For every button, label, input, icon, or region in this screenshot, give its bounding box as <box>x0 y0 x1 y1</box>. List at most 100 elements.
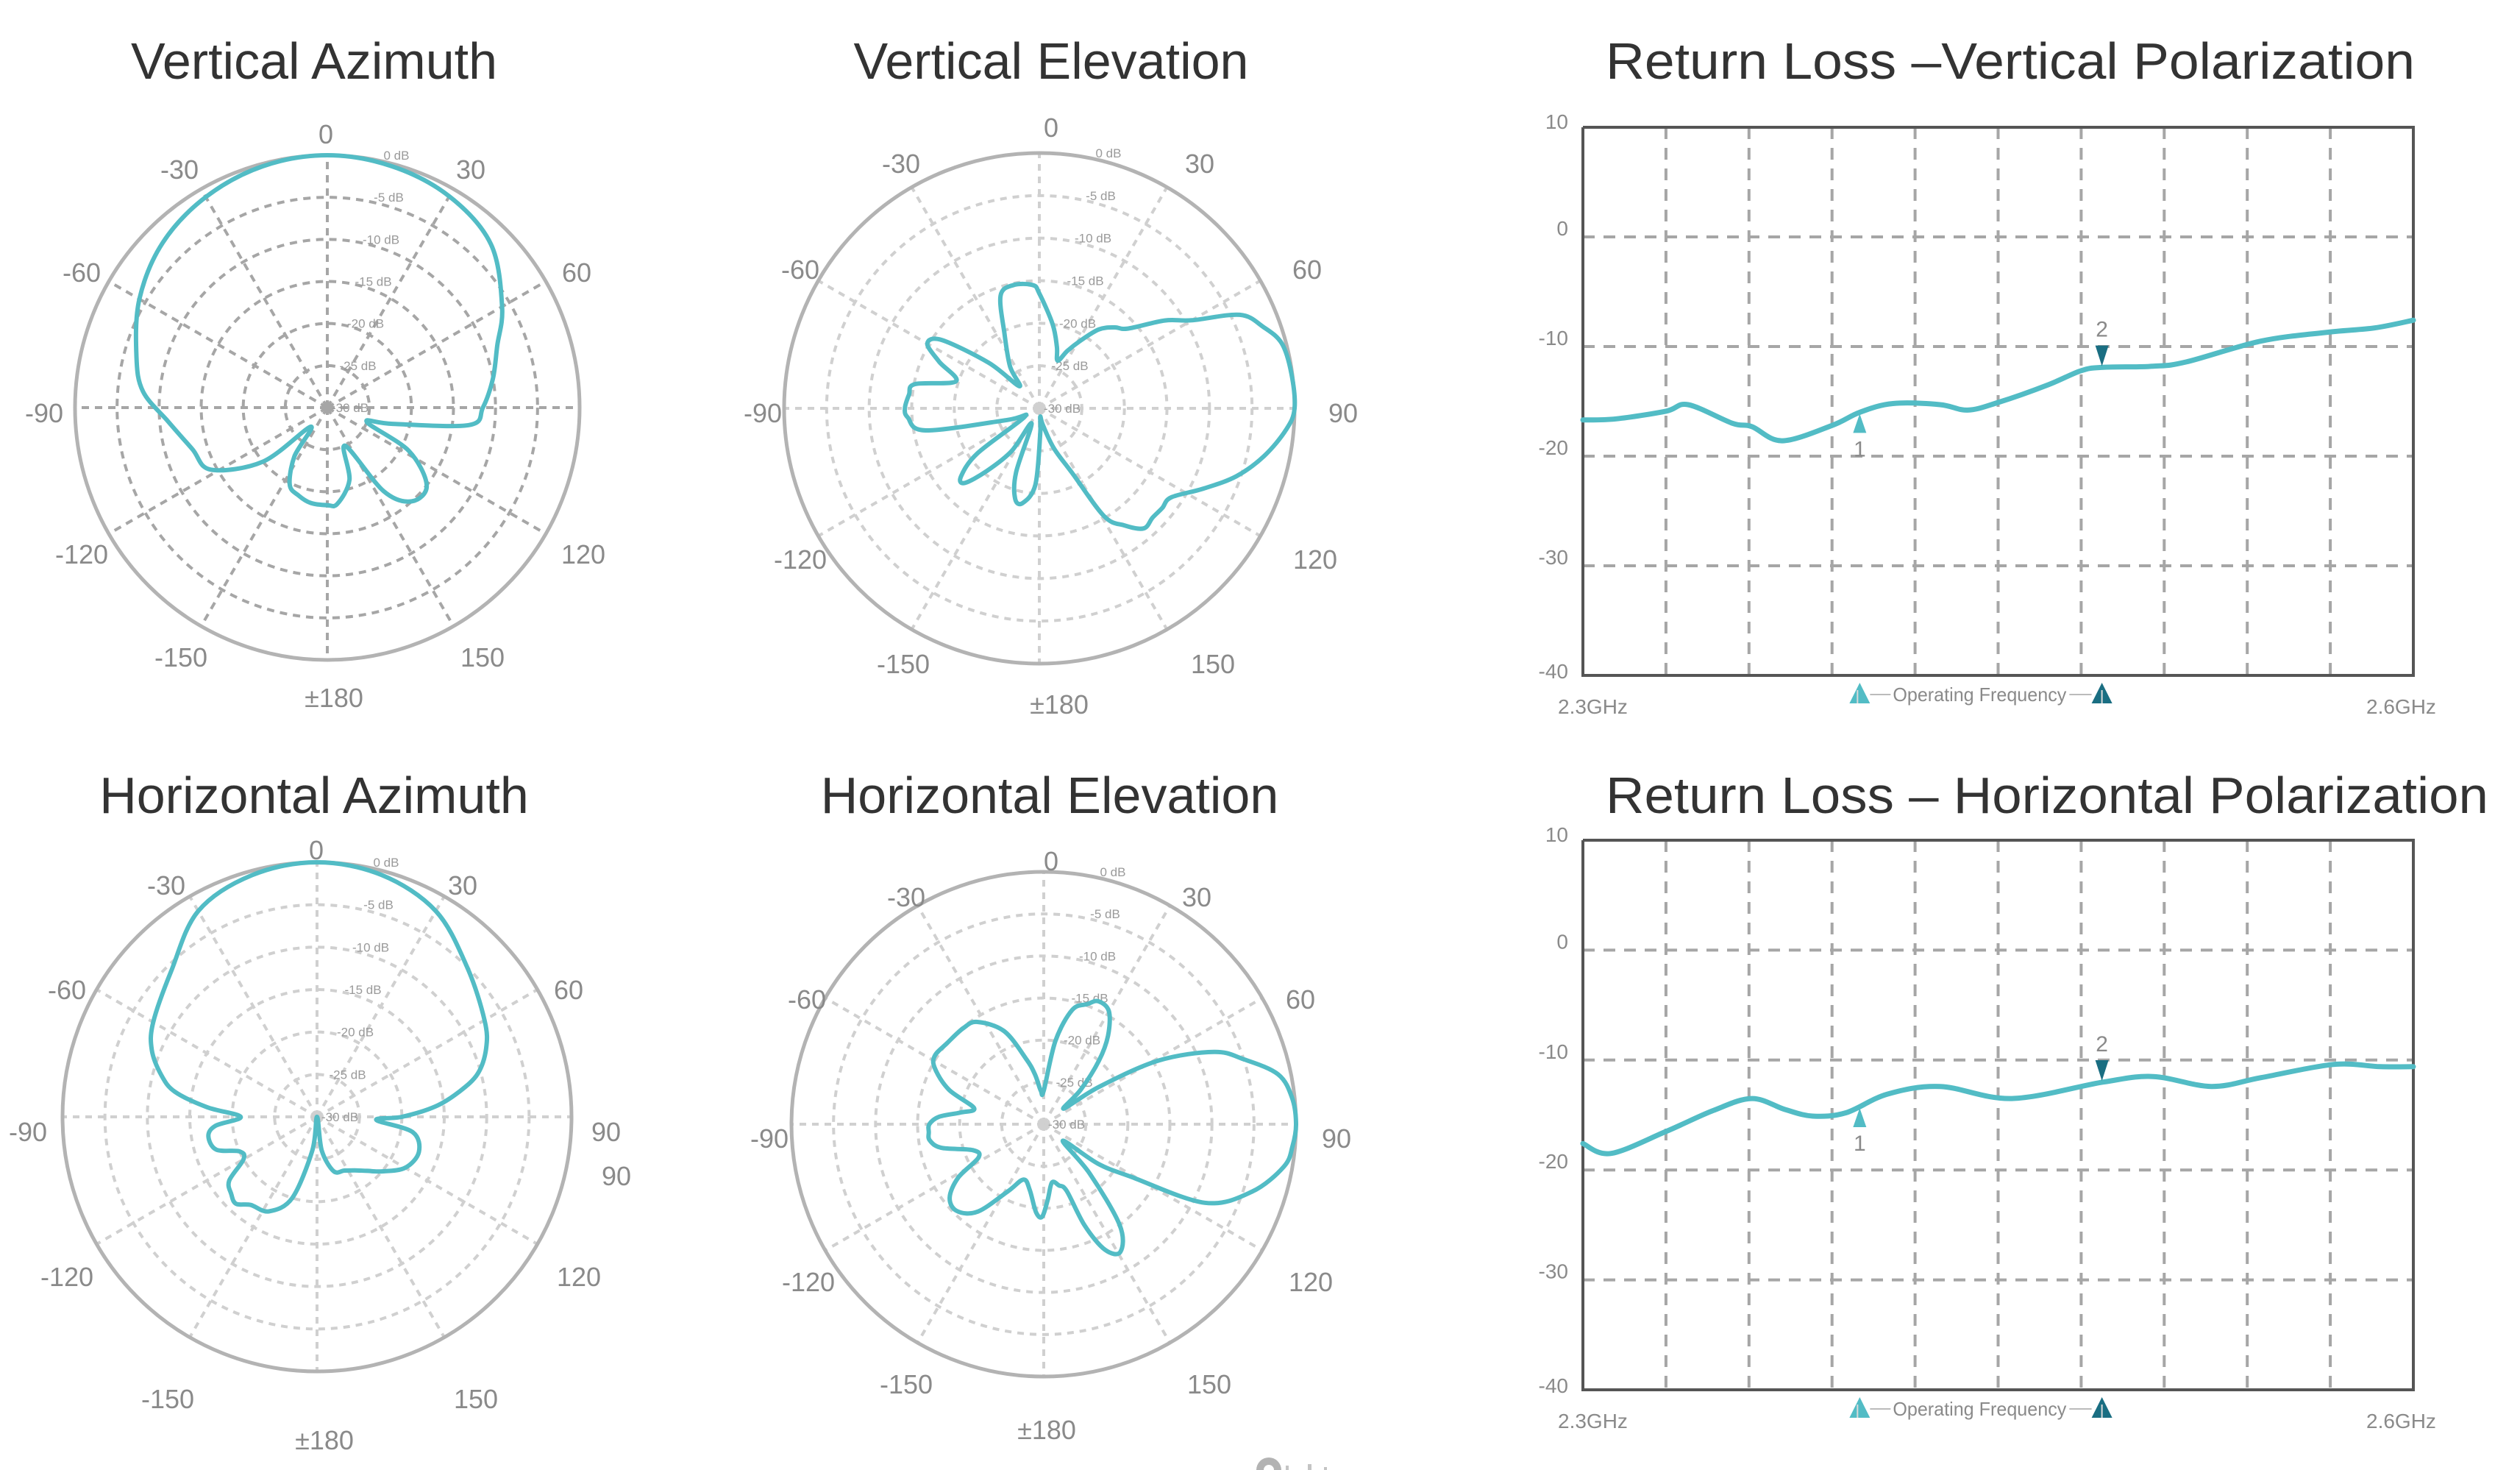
y-tick-label: 0 <box>1556 930 1568 953</box>
grid-radial <box>96 988 318 1118</box>
marker-triangle-down-icon <box>2095 345 2109 366</box>
db-ring-label: -20 dB <box>1064 1034 1100 1048</box>
line-chart-return-loss-horizontal: 10 0 -10 -20 -30 -40 2.3GHz 2.6GHz 1 2 Operating F… <box>1539 823 2436 1432</box>
db-ring-label: -10 dB <box>363 232 399 246</box>
operating-frequency-legend: Operating Frequency <box>1849 1397 2113 1420</box>
db-ring-label: -5 dB <box>363 898 394 912</box>
angle-label: 30 <box>1185 149 1214 179</box>
grid-radial <box>326 406 547 536</box>
marker-label: 1 <box>1854 437 1866 461</box>
y-tick-label: -10 <box>1539 1040 1568 1063</box>
grid-radial <box>326 406 455 628</box>
title-return-loss-horizontal: Return Loss – Horizontal Polarization <box>1606 767 2488 824</box>
x-tick-label-end: 2.6GHz <box>2366 695 2436 718</box>
y-tick-label: -40 <box>1539 660 1568 683</box>
grid-radial <box>1039 279 1261 410</box>
db-ring-label: -15 dB <box>355 275 391 289</box>
db-ring-label: 0 dB <box>1096 146 1122 160</box>
polar-chart-horizontal-azimuth: 0 dB -5 dB -10 dB -15 dB -20 dB -25 dB -30 dB 0… <box>9 835 631 1455</box>
db-ring-label: -10 dB <box>352 940 389 954</box>
db-ring-label: -30 dB <box>1044 402 1081 416</box>
grid-ring <box>115 196 539 619</box>
db-ring-label: -30 dB <box>332 401 369 415</box>
db-ring-label: -20 dB <box>347 317 384 331</box>
db-ring-label: 0 dB <box>384 149 410 163</box>
angle-label: 90 <box>1328 398 1358 428</box>
grid-radial <box>199 188 329 408</box>
db-ring-label: 0 dB <box>1100 865 1126 879</box>
grid-radial <box>96 1115 318 1246</box>
angle-label: 150 <box>1191 649 1235 679</box>
grid-ring <box>867 236 1211 580</box>
y-tick-label: -20 <box>1539 436 1568 459</box>
angle-label: ±180 <box>305 683 363 713</box>
grid-radial <box>916 1123 1045 1344</box>
angle-label: 120 <box>1289 1267 1333 1297</box>
angle-label: -150 <box>880 1369 933 1399</box>
angle-label: 150 <box>460 642 505 672</box>
marker-label: 2 <box>2096 1032 2108 1057</box>
angle-label: 90 <box>602 1161 631 1191</box>
y-tick-label: 10 <box>1545 823 1568 846</box>
grid-radial <box>1038 407 1169 631</box>
y-tick-label: -30 <box>1539 546 1568 569</box>
db-ring-label: -10 dB <box>1079 949 1116 963</box>
title-return-loss-vertical: Return Loss –Vertical Polarization <box>1606 32 2415 90</box>
operating-frequency-legend: Operating Frequency <box>1849 683 2113 706</box>
plot-frame <box>1581 126 2415 677</box>
grid-radial <box>199 406 329 628</box>
legend-label: Operating Frequency <box>1893 683 2066 706</box>
y-tick-label: 0 <box>1556 217 1568 240</box>
angle-label: -120 <box>782 1267 835 1297</box>
grid-radial <box>316 988 538 1118</box>
grid-radial <box>817 407 1040 538</box>
angle-label: ±180 <box>295 1425 354 1455</box>
grid-radial <box>316 895 446 1118</box>
angle-label: -120 <box>40 1262 93 1292</box>
radiation-pattern-trace <box>903 281 1298 531</box>
angle-label: -30 <box>160 155 199 185</box>
grid-ring <box>953 322 1126 495</box>
grid-radial <box>910 186 1041 409</box>
marker-label: 1 <box>1854 1132 1866 1156</box>
db-ring-label: -25 dB <box>1051 359 1088 373</box>
marker-triangle-up-icon <box>1853 413 1867 433</box>
angle-label: -30 <box>882 149 920 179</box>
angle-label: 90 <box>1322 1123 1351 1154</box>
db-ring-label: 0 dB <box>374 856 399 870</box>
angle-label: 30 <box>456 155 485 185</box>
db-ring-label: -25 dB <box>329 1068 366 1082</box>
angle-label: 150 <box>1187 1369 1231 1399</box>
brand-logo-icon <box>1256 1457 1327 1470</box>
angle-label: -30 <box>887 882 925 912</box>
y-tick-label: -40 <box>1539 1374 1568 1397</box>
angle-label: 150 <box>454 1384 498 1414</box>
title-horizontal-azimuth: Horizontal Azimuth <box>99 767 529 824</box>
marker-triangle-down-icon <box>2095 1060 2109 1082</box>
angle-label: 90 <box>591 1117 621 1147</box>
polar-chart-vertical-elevation: 0 dB -5 dB -10 dB -15 dB -20 dB -25 dB -30 dB 0… <box>744 113 1358 720</box>
db-ring-label: -25 dB <box>339 359 376 373</box>
marker-label: 2 <box>2096 318 2108 342</box>
angle-label: 60 <box>562 258 591 288</box>
title-vertical-azimuth: Vertical Azimuth <box>131 32 497 90</box>
grid-ring <box>157 238 497 578</box>
angle-label: -150 <box>141 1384 194 1414</box>
return-loss-trace <box>1580 317 2416 444</box>
angle-label: 0 <box>318 119 333 149</box>
db-ring-label: -5 dB <box>374 191 404 205</box>
y-tick-label: 10 <box>1545 110 1568 133</box>
grid-ring <box>958 1038 1130 1210</box>
triangle-up-light-icon <box>1849 1397 1871 1418</box>
y-tick-label: -10 <box>1539 327 1568 349</box>
angle-label: -30 <box>147 870 185 901</box>
angle-label: -60 <box>781 255 819 285</box>
angle-label: 60 <box>554 975 583 1005</box>
grid-radial <box>824 1123 1044 1252</box>
grid-radial <box>107 280 329 409</box>
db-ring-label: -30 dB <box>321 1110 358 1124</box>
angle-label: 30 <box>448 870 477 901</box>
angle-label: -90 <box>750 1123 789 1154</box>
radiation-pattern-trace <box>149 860 490 1214</box>
